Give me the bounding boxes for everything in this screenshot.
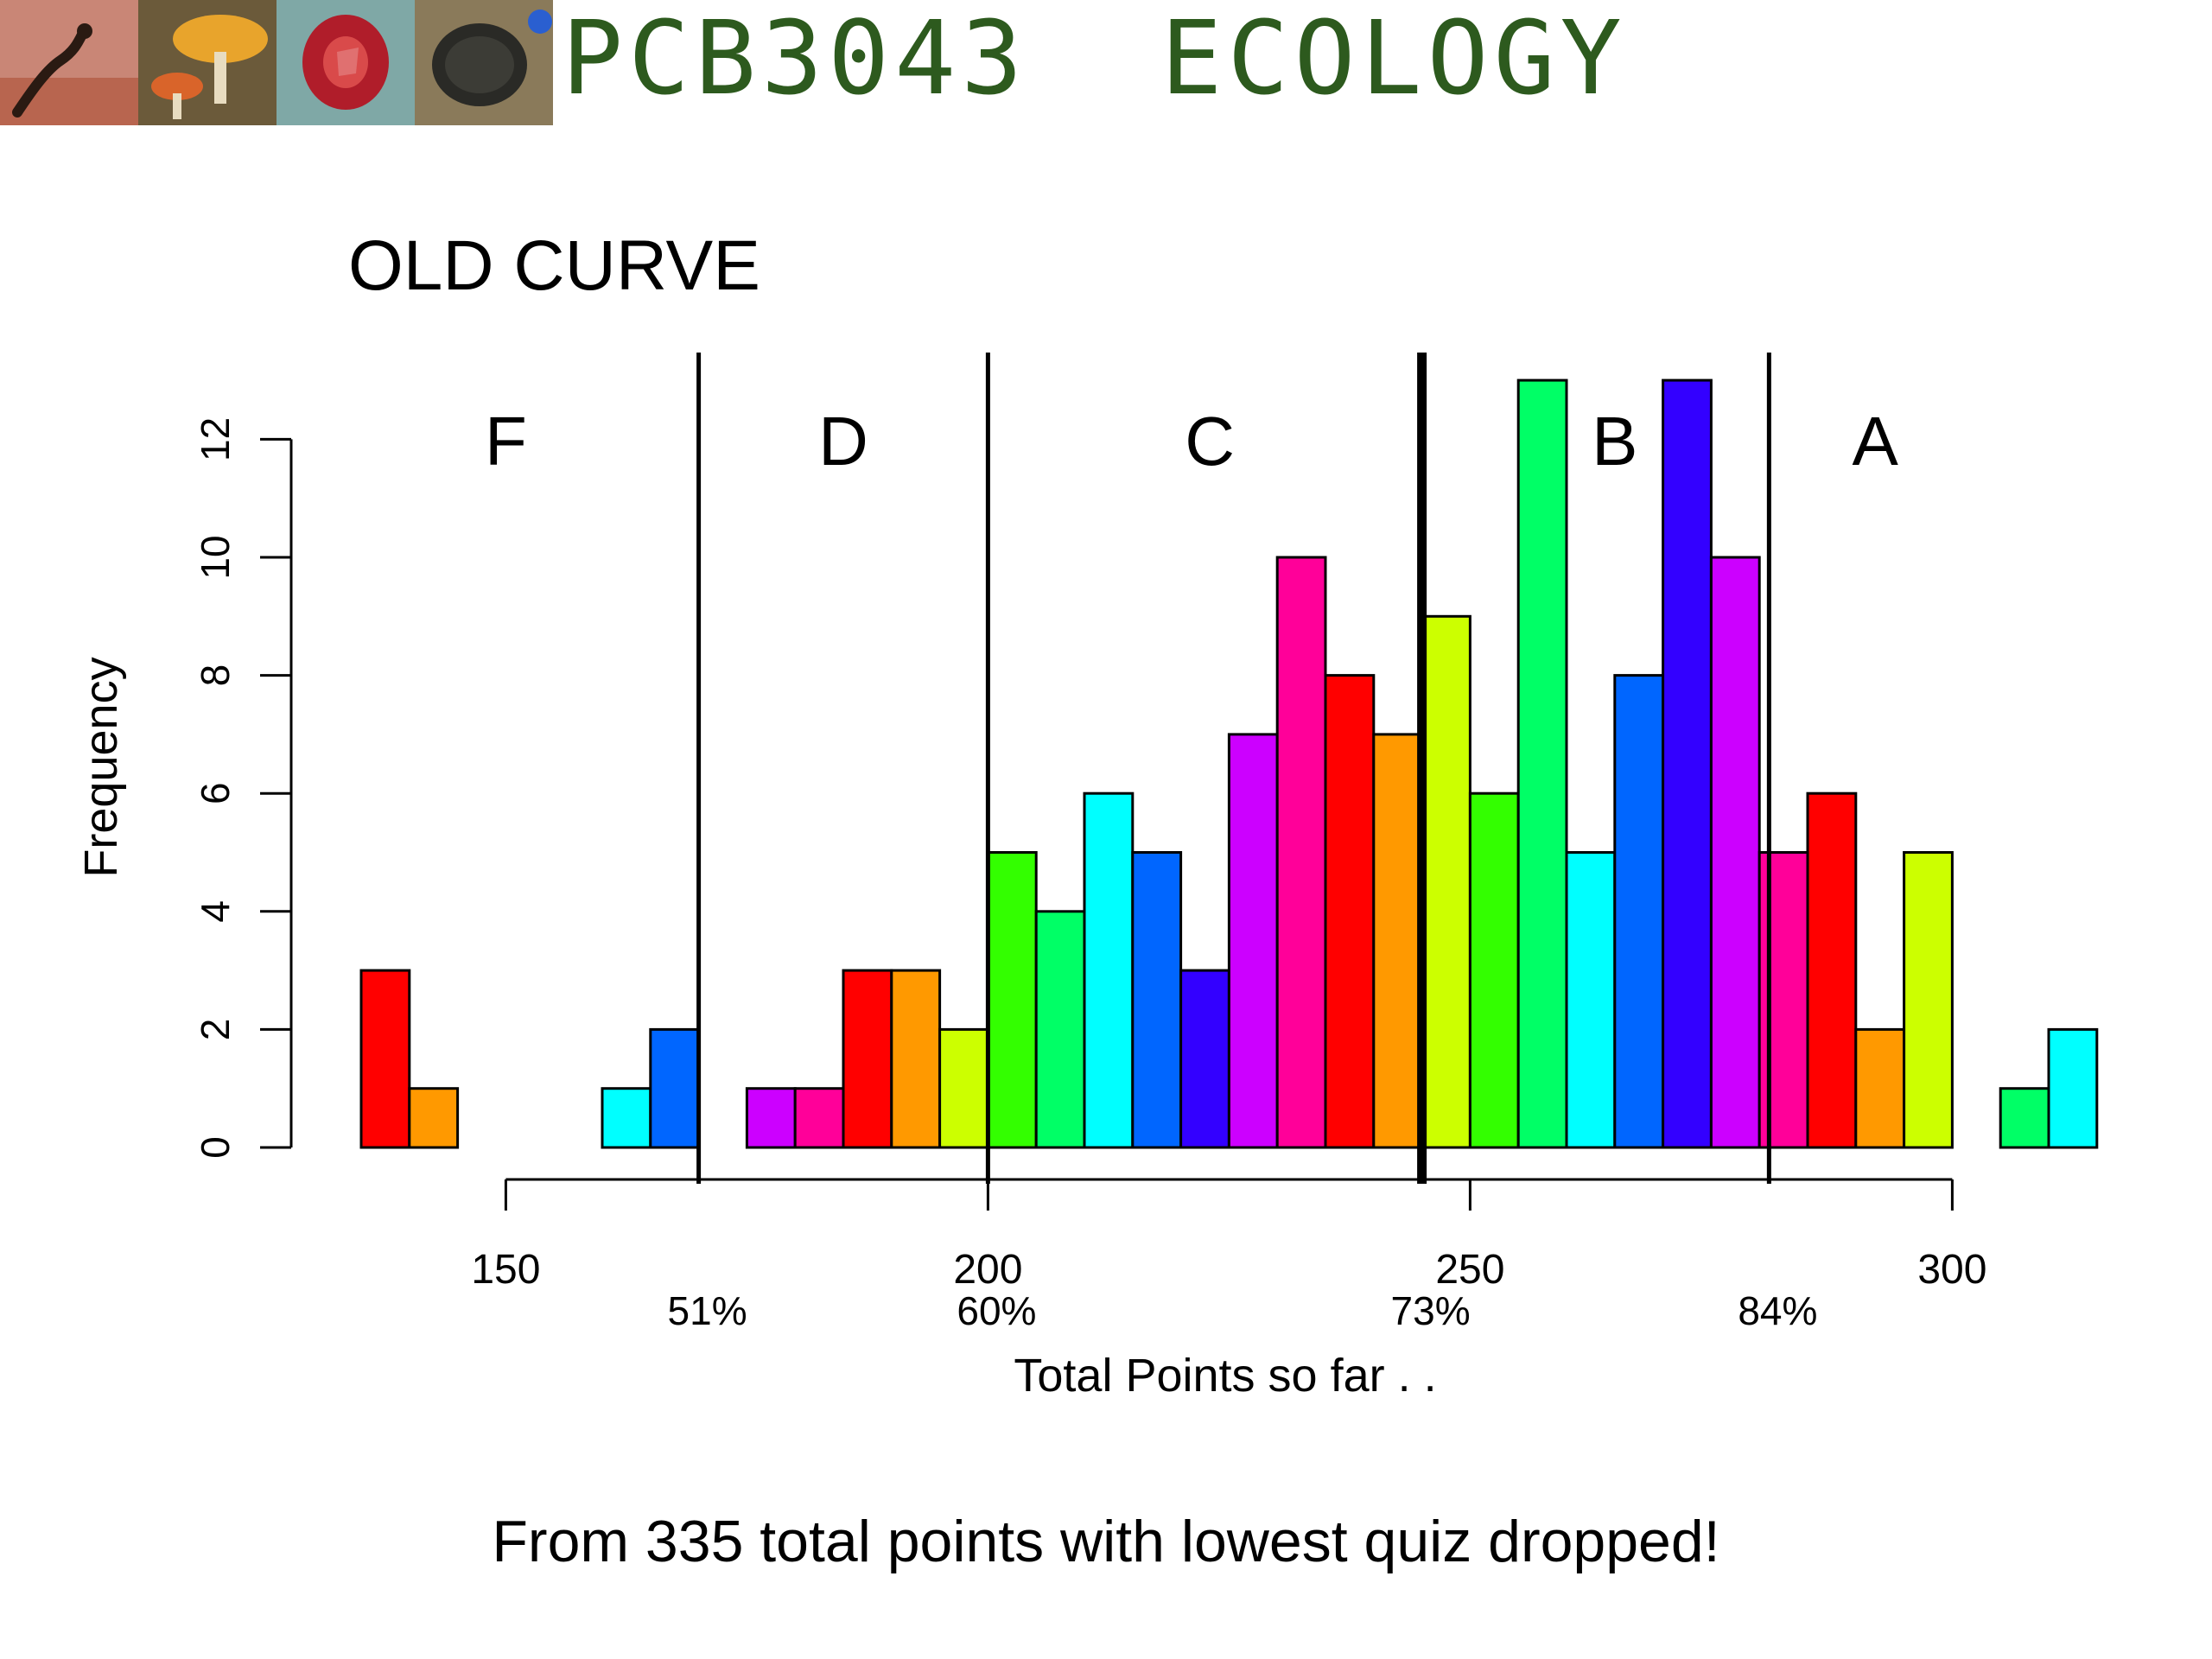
y-tick-label: 8 — [193, 664, 238, 687]
grade-cutoff-percent: 60% — [957, 1288, 1036, 1333]
grade-letter: B — [1592, 403, 1637, 480]
histogram-bar — [1275, 556, 1327, 1149]
grade-letter: C — [1185, 403, 1235, 480]
histogram-bar — [1613, 674, 1665, 1149]
salamander-photo — [0, 0, 138, 125]
y-tick-label: 12 — [193, 417, 238, 461]
y-tick-label: 10 — [193, 535, 238, 579]
grade-cutoff-percent: 51% — [668, 1288, 747, 1333]
histogram-bar — [649, 1027, 701, 1149]
histogram-bar — [938, 1027, 989, 1149]
histogram-bar — [1565, 851, 1617, 1149]
y-axis-label: Frequency — [75, 657, 127, 877]
x-axis: 150 200 250 300 — [471, 1178, 1986, 1293]
x-tick-label: 150 — [471, 1247, 540, 1293]
histogram-bar — [359, 969, 411, 1149]
footnote: From 335 total points with lowest quiz d… — [492, 1509, 1720, 1574]
histogram-bar — [2047, 1027, 2099, 1149]
x-tick-label: 250 — [1435, 1247, 1504, 1293]
histogram-bar — [1421, 614, 1471, 1149]
y-tick-label: 6 — [193, 782, 238, 804]
histogram-bar — [1709, 556, 1761, 1149]
histogram-bar — [1324, 674, 1376, 1149]
course-title: PCB3043 ECOLOGY — [562, 0, 1627, 118]
banner: PCB3043 ECOLOGY — [0, 0, 2212, 130]
histogram-bar — [842, 969, 893, 1149]
grade-letter: D — [818, 403, 868, 480]
y-tick-label: 0 — [193, 1136, 238, 1159]
histogram-bar — [601, 1087, 652, 1149]
histogram-bar — [1999, 1087, 2050, 1149]
histogram-bar — [1758, 851, 1809, 1149]
histogram-bar — [1179, 969, 1230, 1149]
histogram-bar — [745, 1087, 797, 1149]
x-tick-label: 200 — [953, 1247, 1022, 1293]
histogram-bar — [1227, 733, 1279, 1149]
y-tick-label: 2 — [193, 1019, 238, 1041]
x-tick-label: 300 — [1917, 1247, 1986, 1293]
grade-letter: F — [485, 403, 527, 480]
pitcher-plant-photo — [276, 0, 415, 125]
chart-title: OLD CURVE — [348, 226, 760, 305]
histogram-bar — [1034, 910, 1086, 1149]
histogram-bar — [1131, 851, 1183, 1149]
histogram-bar — [1854, 1027, 1906, 1149]
grade-letter: A — [1852, 403, 1898, 480]
grade-cutoff-percent: 73% — [1391, 1288, 1471, 1333]
histogram-bar — [408, 1087, 460, 1149]
histogram-bar — [1083, 791, 1135, 1149]
y-tick-label: 4 — [193, 900, 238, 923]
histogram-bar — [793, 1087, 845, 1149]
grade-cutoff-lines: 51% 60% 73% 84% — [668, 353, 1817, 1333]
histogram-bar — [1468, 791, 1520, 1149]
histogram-bar — [1662, 378, 1713, 1149]
histogram-bar — [1372, 733, 1424, 1149]
mushroom-photo — [138, 0, 276, 125]
turtle-photo — [415, 0, 553, 125]
histogram-bar — [1806, 791, 1858, 1149]
histogram-bar — [986, 851, 1038, 1149]
histogram-bar — [890, 969, 942, 1149]
grade-cutoff-percent: 84% — [1738, 1288, 1817, 1333]
bars-group — [359, 378, 2099, 1149]
histogram-bar — [1903, 851, 1954, 1149]
histogram-chart: 51% 60% 73% 84% F D C B A 0 2 4 6 8 10 12 150 200 250 30… — [75, 226, 2099, 1402]
x-axis-label: Total Points so far . . — [1014, 1350, 1436, 1402]
histogram-bar — [1516, 378, 1568, 1149]
y-axis: 0 2 4 6 8 10 12 — [193, 417, 293, 1159]
